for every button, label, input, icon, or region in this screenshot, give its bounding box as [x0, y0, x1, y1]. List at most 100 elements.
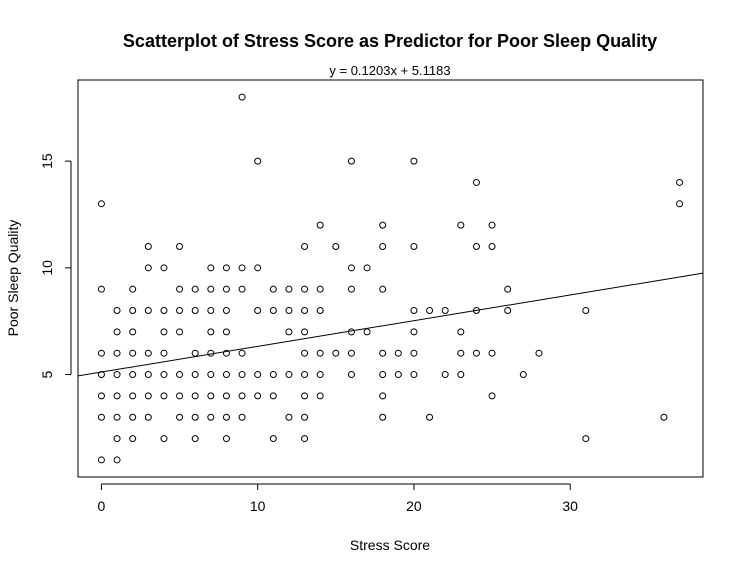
scatter-point [160, 307, 168, 315]
scatter-point [347, 349, 355, 357]
scatter-point [160, 328, 168, 336]
scatter-point [144, 264, 152, 272]
scatter-point [301, 371, 309, 379]
scatter-point [316, 349, 324, 357]
scatter-point [207, 285, 215, 293]
scatter-point [207, 371, 215, 379]
scatter-point [269, 307, 277, 315]
scatter-point [660, 413, 668, 421]
scatter-point [238, 349, 246, 357]
scatter-point [426, 413, 434, 421]
scatter-point [394, 371, 402, 379]
y-tick-label: 15 [39, 153, 55, 169]
scatter-point [410, 307, 418, 315]
scatter-point [176, 392, 184, 400]
scatter-point [301, 435, 309, 443]
scatter-point [222, 285, 230, 293]
scatter-point [410, 349, 418, 357]
scatter-point [238, 413, 246, 421]
scatter-point [222, 435, 230, 443]
scatter-point [472, 242, 480, 250]
scatter-point [457, 328, 465, 336]
scatter-point [379, 285, 387, 293]
scatter-point [191, 349, 199, 357]
scatter-point [97, 285, 105, 293]
regression-line [77, 272, 704, 377]
scatter-point [222, 349, 230, 357]
scatter-point [238, 93, 246, 101]
scatter-point [269, 371, 277, 379]
scatter-point [113, 371, 121, 379]
scatter-point [176, 242, 184, 250]
scatter-point [176, 328, 184, 336]
x-axis-label: Stress Score [350, 537, 430, 553]
scatter-point [207, 307, 215, 315]
scatter-point [504, 285, 512, 293]
scatter-point [129, 413, 137, 421]
scatter-point [207, 413, 215, 421]
scatter-point [301, 413, 309, 421]
scatter-point [301, 328, 309, 336]
plot-frame [77, 79, 704, 478]
scatter-point [191, 285, 199, 293]
scatter-point [176, 285, 184, 293]
scatter-point [97, 200, 105, 208]
scatter-point [254, 157, 262, 165]
scatter-point [301, 307, 309, 315]
scatter-point [207, 392, 215, 400]
scatter-point [97, 456, 105, 464]
scatter-point [488, 392, 496, 400]
x-tick-label: 0 [98, 498, 106, 514]
scatter-point [410, 328, 418, 336]
scatter-point [129, 285, 137, 293]
scatter-point [97, 349, 105, 357]
scatter-point [347, 157, 355, 165]
scatter-point [269, 285, 277, 293]
scatter-point [222, 413, 230, 421]
scatter-point [113, 392, 121, 400]
scatter-point [97, 392, 105, 400]
scatter-point [129, 328, 137, 336]
y-tick-label: 10 [39, 260, 55, 276]
scatter-point [316, 392, 324, 400]
scatter-point [254, 307, 262, 315]
scatter-point [301, 242, 309, 250]
scatter-point [269, 392, 277, 400]
scatter-point [316, 307, 324, 315]
scatter-point [144, 371, 152, 379]
scatter-point [222, 328, 230, 336]
scatter-point [207, 264, 215, 272]
y-tick-label: 5 [39, 370, 55, 378]
x-tick-label: 10 [250, 498, 266, 514]
scatter-point [176, 371, 184, 379]
scatter-point [472, 178, 480, 186]
scatter-point [254, 264, 262, 272]
scatter-point [144, 307, 152, 315]
scatter-point [379, 221, 387, 229]
scatter-point [176, 413, 184, 421]
scatter-point [457, 349, 465, 357]
plot-layer: 0 10 20 30 5 10 15 [39, 93, 704, 514]
scatter-point [535, 349, 543, 357]
scatter-point [379, 242, 387, 250]
scatter-point [97, 413, 105, 421]
scatter-point [410, 157, 418, 165]
scatter-point [410, 371, 418, 379]
scatter-point [379, 413, 387, 421]
scatter-point [332, 349, 340, 357]
scatter-point [254, 371, 262, 379]
scatter-point [285, 371, 293, 379]
scatter-point [676, 200, 684, 208]
scatter-point [285, 307, 293, 315]
scatter-point [488, 221, 496, 229]
scatter-point [457, 371, 465, 379]
scatter-point [441, 307, 449, 315]
scatter-point [191, 371, 199, 379]
scatter-point [191, 307, 199, 315]
scatter-point [379, 371, 387, 379]
scatter-point [347, 371, 355, 379]
scatter-point [113, 435, 121, 443]
scatter-point [238, 285, 246, 293]
scatter-point [113, 349, 121, 357]
